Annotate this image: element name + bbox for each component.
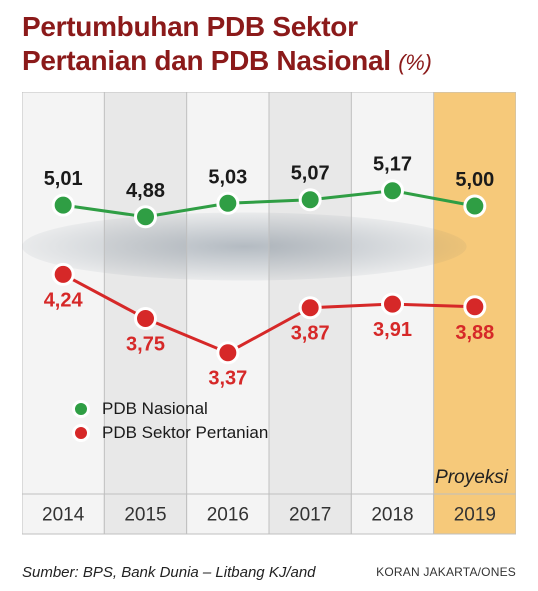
svg-text:4,24: 4,24 xyxy=(44,289,84,311)
svg-text:2016: 2016 xyxy=(207,505,249,526)
title-unit: (%) xyxy=(398,50,431,75)
legend: PDB Nasional PDB Sektor Pertanian xyxy=(72,395,268,447)
legend-label-pertanian: PDB Sektor Pertanian xyxy=(102,423,268,443)
svg-text:5,03: 5,03 xyxy=(208,166,247,188)
legend-dot-pertanian xyxy=(72,424,90,442)
svg-text:2018: 2018 xyxy=(371,505,413,526)
source-footer: Sumber: BPS, Bank Dunia – Litbang KJ/and xyxy=(22,564,316,581)
source-text: BPS, Bank Dunia – Litbang KJ/and xyxy=(83,564,316,581)
svg-text:5,01: 5,01 xyxy=(44,168,83,190)
svg-text:5,17: 5,17 xyxy=(373,154,412,176)
projection-label: Proyeksi xyxy=(435,467,508,489)
svg-text:2017: 2017 xyxy=(289,505,331,526)
svg-text:3,87: 3,87 xyxy=(291,323,330,345)
svg-text:3,75: 3,75 xyxy=(126,334,165,356)
credit: KORAN JAKARTA/ONES xyxy=(376,565,516,579)
source-prefix: Sumber: xyxy=(22,564,83,581)
svg-text:2015: 2015 xyxy=(124,505,166,526)
legend-row-pertanian: PDB Sektor Pertanian xyxy=(72,423,268,443)
svg-text:3,37: 3,37 xyxy=(208,368,247,390)
title-line1: Pertumbuhan PDB Sektor xyxy=(22,11,358,42)
title-line2: Pertanian dan PDB Nasional xyxy=(22,45,391,76)
svg-text:3,88: 3,88 xyxy=(455,322,494,344)
chart-title: Pertumbuhan PDB Sektor Pertanian dan PDB… xyxy=(22,10,432,77)
svg-text:4,88: 4,88 xyxy=(126,180,165,202)
svg-text:2019: 2019 xyxy=(454,505,496,526)
legend-dot-nasional xyxy=(72,400,90,418)
svg-text:2014: 2014 xyxy=(42,505,85,526)
legend-row-nasional: PDB Nasional xyxy=(72,399,268,419)
svg-text:5,07: 5,07 xyxy=(291,163,330,185)
legend-label-nasional: PDB Nasional xyxy=(102,399,208,419)
svg-text:3,91: 3,91 xyxy=(373,319,412,341)
svg-text:5,00: 5,00 xyxy=(455,169,494,191)
